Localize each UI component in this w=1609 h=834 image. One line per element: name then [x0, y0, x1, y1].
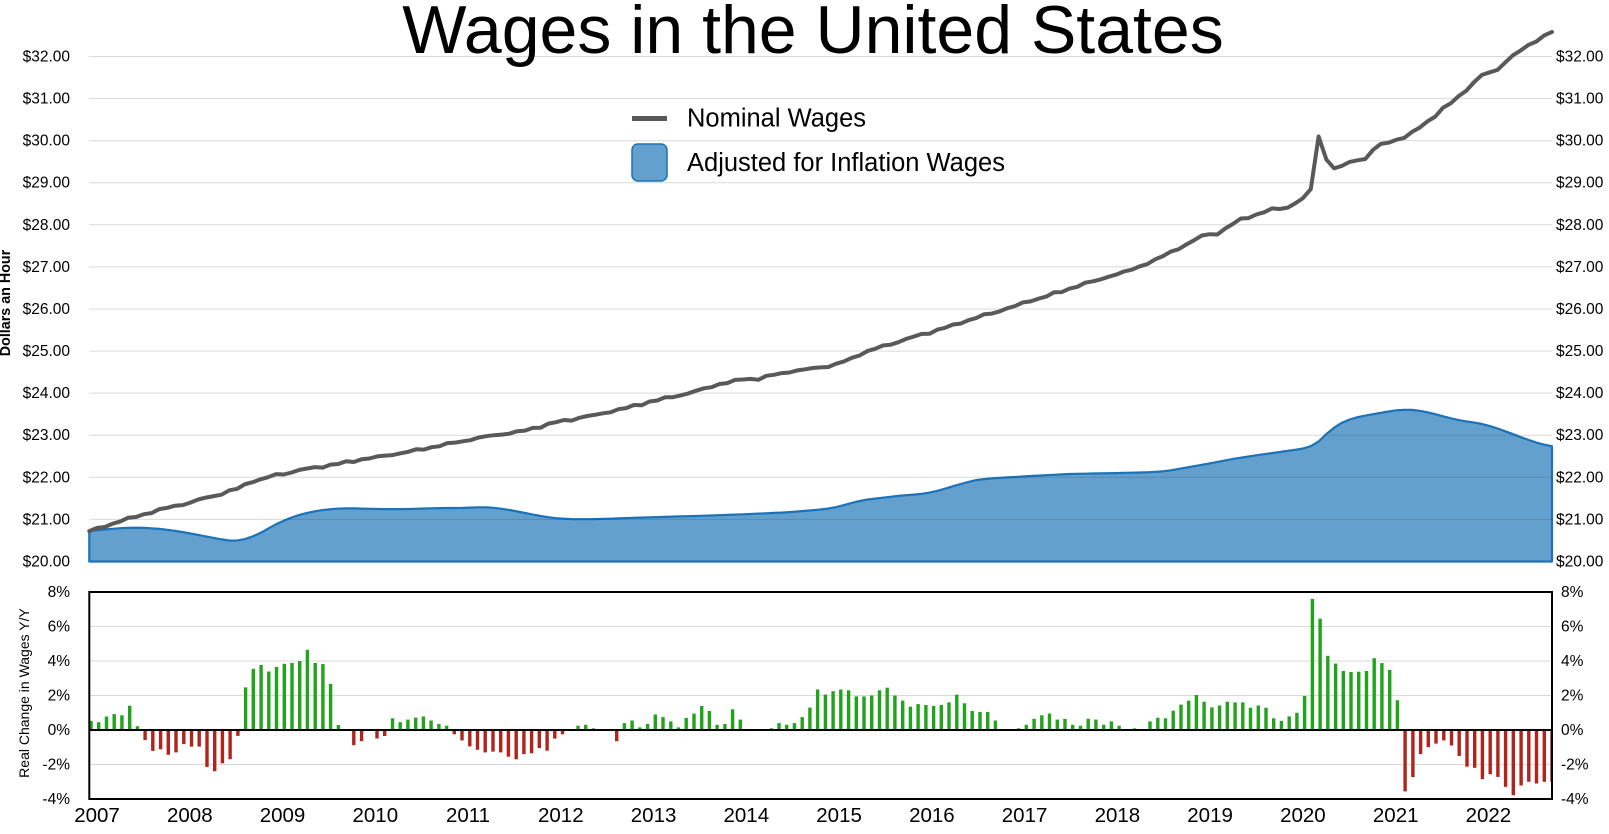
svg-text:2013: 2013 — [631, 804, 677, 827]
svg-text:$27.00: $27.00 — [23, 259, 71, 276]
svg-text:-2%: -2% — [42, 757, 70, 774]
svg-text:$32.00: $32.00 — [23, 49, 71, 66]
svg-text:$25.00: $25.00 — [23, 343, 71, 360]
svg-text:$27.00: $27.00 — [1556, 259, 1604, 276]
svg-text:Nominal Wages: Nominal Wages — [687, 105, 866, 133]
svg-text:$29.00: $29.00 — [23, 175, 71, 192]
svg-text:0%: 0% — [48, 722, 71, 739]
svg-text:-2%: -2% — [1561, 757, 1589, 774]
svg-text:$26.00: $26.00 — [1556, 301, 1604, 318]
svg-text:$23.00: $23.00 — [23, 427, 71, 444]
svg-text:2016: 2016 — [909, 804, 955, 827]
svg-text:Adjusted for Inflation Wages: Adjusted for Inflation Wages — [687, 149, 1005, 177]
svg-text:4%: 4% — [48, 653, 71, 670]
svg-text:Real Change in Wages Y/Y: Real Change in Wages Y/Y — [16, 608, 32, 778]
svg-text:$24.00: $24.00 — [1556, 385, 1604, 402]
svg-text:2020: 2020 — [1280, 804, 1326, 827]
svg-text:$26.00: $26.00 — [23, 301, 71, 318]
svg-text:2%: 2% — [1561, 688, 1584, 705]
svg-text:2018: 2018 — [1095, 804, 1141, 827]
svg-text:$20.00: $20.00 — [23, 554, 71, 571]
svg-text:2019: 2019 — [1187, 804, 1233, 827]
svg-text:-4%: -4% — [42, 791, 70, 808]
svg-text:2011: 2011 — [446, 804, 490, 827]
svg-text:$20.00: $20.00 — [1556, 554, 1604, 571]
svg-text:8%: 8% — [1561, 584, 1584, 601]
svg-text:2%: 2% — [48, 688, 71, 705]
svg-text:$24.00: $24.00 — [23, 385, 71, 402]
svg-text:$28.00: $28.00 — [1556, 217, 1604, 234]
svg-text:$23.00: $23.00 — [1556, 427, 1604, 444]
svg-text:Dollars an Hour: Dollars an Hour — [0, 249, 14, 356]
svg-text:6%: 6% — [48, 619, 71, 636]
svg-text:$22.00: $22.00 — [1556, 469, 1604, 486]
svg-text:4%: 4% — [1561, 653, 1584, 670]
svg-text:8%: 8% — [48, 584, 71, 601]
svg-text:2007: 2007 — [74, 804, 120, 827]
svg-text:2015: 2015 — [816, 804, 862, 827]
svg-text:$28.00: $28.00 — [23, 217, 71, 234]
svg-text:$29.00: $29.00 — [1556, 175, 1604, 192]
svg-text:-4%: -4% — [1561, 791, 1589, 808]
svg-text:2021: 2021 — [1373, 804, 1419, 827]
svg-text:$32.00: $32.00 — [1556, 49, 1604, 66]
svg-text:2014: 2014 — [723, 804, 769, 827]
svg-text:$21.00: $21.00 — [1556, 511, 1604, 528]
svg-text:2009: 2009 — [260, 804, 306, 827]
svg-text:2017: 2017 — [1002, 804, 1048, 827]
svg-text:2012: 2012 — [538, 804, 584, 827]
svg-text:$25.00: $25.00 — [1556, 343, 1604, 360]
svg-text:0%: 0% — [1561, 722, 1584, 739]
svg-text:$31.00: $31.00 — [1556, 91, 1604, 108]
svg-text:6%: 6% — [1561, 619, 1584, 636]
svg-text:2022: 2022 — [1466, 804, 1512, 827]
svg-text:Wages in the United States: Wages in the United States — [402, 0, 1223, 68]
svg-text:2010: 2010 — [352, 804, 398, 827]
svg-text:$30.00: $30.00 — [1556, 133, 1604, 150]
svg-text:2008: 2008 — [167, 804, 213, 827]
svg-text:$21.00: $21.00 — [23, 511, 71, 528]
svg-text:$22.00: $22.00 — [23, 469, 71, 486]
svg-text:$31.00: $31.00 — [23, 91, 71, 108]
svg-text:$30.00: $30.00 — [23, 133, 71, 150]
